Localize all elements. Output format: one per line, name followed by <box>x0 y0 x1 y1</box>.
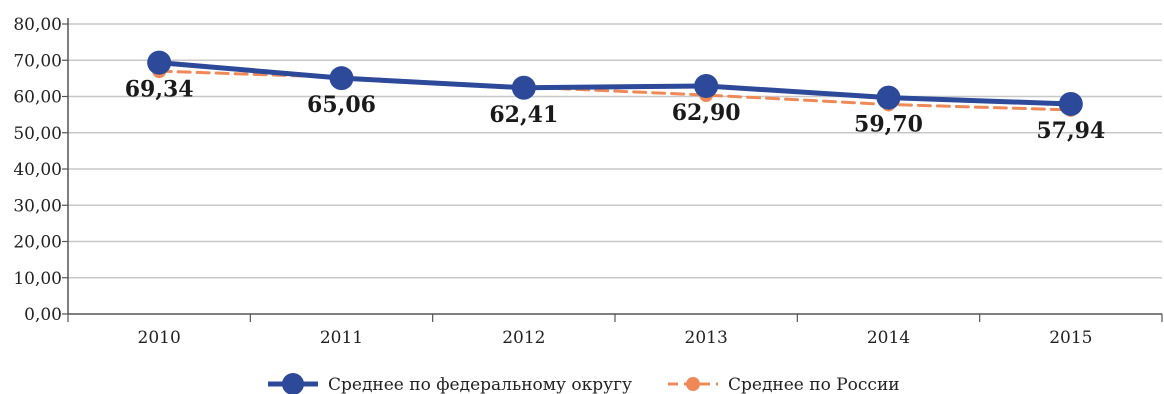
y-tick-label: 40,00 <box>13 160 62 180</box>
data-label: 62,90 <box>672 100 741 126</box>
grid-layer <box>68 23 1162 279</box>
x-tick-label: 2015 <box>1049 328 1092 348</box>
y-tick-label: 30,00 <box>13 196 62 216</box>
y-tick-label: 70,00 <box>13 51 62 71</box>
x-tick-label: 2010 <box>138 328 181 348</box>
x-tick-label: 2012 <box>502 328 545 348</box>
series-line-federal-district <box>156 60 1074 107</box>
point-federal-district <box>694 73 719 98</box>
x-tick-label: 2013 <box>685 328 728 348</box>
legend-label-federal-district: Среднее по федеральному округу <box>328 375 632 394</box>
series-line-russia <box>157 69 1073 112</box>
data-label: 69,34 <box>125 77 194 103</box>
data-label: 62,41 <box>489 102 558 128</box>
y-tick-label: 10,00 <box>13 269 62 289</box>
legend-swatch-marker-federal-district <box>282 373 304 394</box>
series-layer <box>147 50 1083 117</box>
y-tick-label: 50,00 <box>13 124 62 144</box>
legend-swatch-marker-russia <box>686 377 700 391</box>
point-federal-district <box>876 85 901 110</box>
y-tick-label: 0,00 <box>24 305 62 325</box>
y-tick-label: 80,00 <box>13 15 62 35</box>
axis-layer: 0,00 10,00 20,00 30,00 40,00 50,00 60,00 70,00 8… <box>13 15 1163 348</box>
x-tick-label: 2014 <box>867 328 910 348</box>
y-tick-label: 20,00 <box>13 233 62 253</box>
point-federal-district <box>1058 91 1083 116</box>
point-federal-district <box>329 66 354 91</box>
data-label: 65,06 <box>307 92 376 118</box>
data-label-layer: 69,34 65,06 62,41 62,90 59,70 57,94 <box>125 77 1106 144</box>
legend: Среднее по федеральному округу Среднее по… <box>268 373 900 394</box>
data-label: 57,94 <box>1036 118 1105 144</box>
point-federal-district <box>147 50 172 75</box>
point-federal-district <box>511 75 536 100</box>
legend-label-russia: Среднее по России <box>728 375 900 394</box>
data-label: 59,70 <box>854 112 923 138</box>
x-tick-label: 2011 <box>320 328 363 348</box>
y-tick-label: 60,00 <box>13 88 62 108</box>
